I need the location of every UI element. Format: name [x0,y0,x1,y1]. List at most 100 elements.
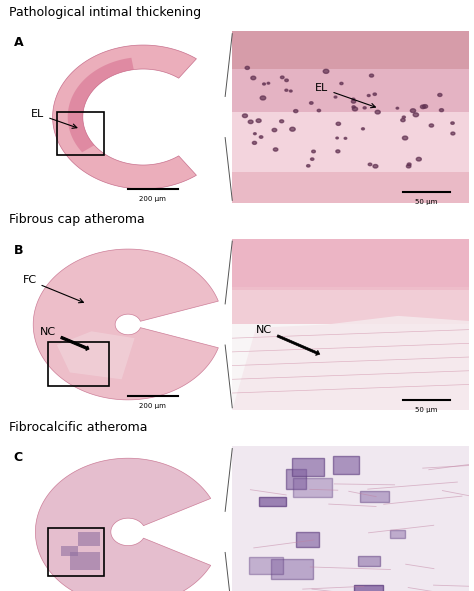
Text: NC: NC [256,325,320,355]
Text: Fibrocalcific atheroma: Fibrocalcific atheroma [9,421,148,434]
Circle shape [351,100,356,103]
Text: FC: FC [22,275,83,303]
Text: Fibrous cap atheroma: Fibrous cap atheroma [9,213,145,226]
Polygon shape [232,316,469,410]
Circle shape [312,150,315,153]
Circle shape [407,163,411,165]
Circle shape [340,82,343,85]
Circle shape [429,124,434,127]
Circle shape [259,136,263,138]
Circle shape [410,109,416,113]
Circle shape [307,165,310,167]
Bar [232,69,469,112]
Text: 50 μm: 50 μm [415,199,438,205]
Circle shape [290,127,295,131]
Circle shape [451,122,454,124]
Bar [232,31,469,69]
Circle shape [368,163,372,165]
Bar [272,559,313,579]
Bar [286,469,306,489]
Circle shape [373,93,376,95]
Text: NC: NC [40,327,89,350]
Bar [70,553,100,570]
Circle shape [363,107,366,109]
Circle shape [245,66,249,69]
Circle shape [369,74,374,77]
Circle shape [439,109,444,112]
Circle shape [401,119,405,122]
Circle shape [252,141,256,144]
Bar [48,342,109,386]
Polygon shape [53,45,196,189]
Circle shape [263,83,265,85]
Bar [79,532,100,545]
Circle shape [451,132,455,135]
Circle shape [280,120,284,123]
Bar [296,532,319,547]
Text: EL: EL [31,109,77,128]
Circle shape [334,96,337,98]
Polygon shape [33,249,219,400]
Circle shape [290,90,292,92]
Bar [354,584,383,591]
Bar [292,459,324,476]
Circle shape [344,137,347,139]
Circle shape [367,95,370,96]
Polygon shape [68,58,134,152]
Circle shape [352,98,355,100]
Circle shape [285,89,288,91]
Circle shape [352,106,355,108]
Circle shape [352,107,357,111]
Text: C: C [14,452,23,465]
Circle shape [423,105,428,108]
Text: A: A [14,37,23,50]
Circle shape [267,82,270,84]
Circle shape [285,79,288,82]
Circle shape [438,93,442,96]
Polygon shape [36,458,211,591]
Bar [390,530,405,538]
Circle shape [272,128,277,132]
Text: 200 μm: 200 μm [139,196,166,202]
Text: B: B [14,244,23,257]
Circle shape [406,165,411,168]
Bar [333,456,359,475]
Text: Pathological intimal thickening: Pathological intimal thickening [9,6,201,19]
Circle shape [413,113,419,117]
Circle shape [416,157,421,161]
Text: 200 μm: 200 μm [139,403,166,410]
Bar [61,545,79,556]
Circle shape [336,150,340,153]
Polygon shape [57,332,135,379]
Circle shape [317,109,320,112]
Bar [57,112,104,155]
Bar [48,528,104,576]
Bar [249,557,283,574]
Circle shape [420,105,425,109]
Circle shape [375,111,380,114]
Circle shape [260,96,266,100]
Text: EL: EL [315,83,375,108]
Circle shape [248,120,253,124]
Circle shape [251,76,256,80]
Bar [259,496,286,505]
Bar [232,239,469,290]
Bar [358,556,380,566]
Circle shape [310,158,314,160]
Circle shape [256,119,261,122]
Circle shape [362,128,365,130]
Bar [232,112,469,172]
Circle shape [402,116,405,118]
Circle shape [254,133,256,135]
Bar [360,491,389,502]
Text: 50 μm: 50 μm [415,407,438,413]
Bar [232,287,469,324]
Circle shape [336,122,340,125]
Circle shape [336,137,338,139]
Circle shape [396,108,399,109]
Circle shape [323,69,329,73]
Circle shape [293,109,298,113]
Bar [232,172,469,203]
Circle shape [273,148,278,151]
Circle shape [310,102,313,104]
